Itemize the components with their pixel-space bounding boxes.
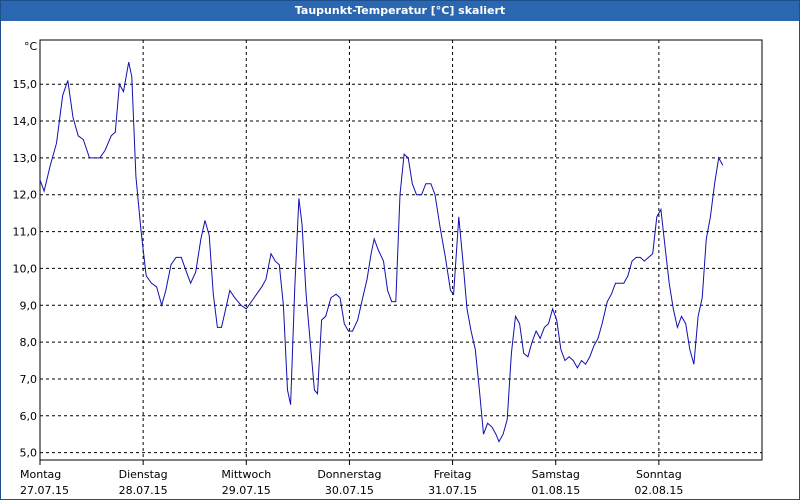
x-tick-date-label: 28.07.15 — [119, 484, 168, 497]
x-tick-day-label: Mittwoch — [221, 468, 271, 481]
plot-area — [39, 39, 763, 461]
y-axis-ticks: 5,0 6,0 7,0 8,0 9,0 10,0 11,0 12,0 13,0 14,0 15,0 — [13, 78, 38, 459]
y-axis-unit-label: °C — [24, 40, 38, 53]
x-tick-day-label: Montag — [20, 468, 61, 481]
x-axis-ticks: Montag 27.07.15 Dienstag 28.07.15 Mittwoch 29… — [20, 460, 683, 497]
y-tick-label: 8,0 — [20, 336, 38, 349]
x-tick-day-label: Samstag — [532, 468, 580, 481]
y-tick-label: 12,0 — [13, 189, 38, 202]
y-tick-label: 11,0 — [13, 226, 38, 239]
x-tick-day-label: Freitag — [434, 468, 472, 481]
grid-lines — [40, 40, 762, 460]
x-tick-day-label: Dienstag — [119, 468, 168, 481]
dewpoint-series-line — [39, 61, 724, 443]
y-tick-label: 5,0 — [20, 447, 38, 460]
y-tick-label: 10,0 — [13, 262, 38, 275]
x-tick-date-label: 30.07.15 — [325, 484, 374, 497]
y-tick-label: 14,0 — [13, 115, 38, 128]
x-tick-day-label: Sonntag — [636, 468, 682, 481]
x-tick-date-label: 02.08.15 — [634, 484, 683, 497]
x-tick-day-label: Donnerstag — [317, 468, 381, 481]
x-tick-date-label: 01.08.15 — [531, 484, 580, 497]
y-tick-label: 7,0 — [20, 373, 38, 386]
x-tick-date-label: 29.07.15 — [222, 484, 271, 497]
chart-title: Taupunkt-Temperatur [°C] skaliert — [1, 1, 799, 21]
x-tick-date-label: 27.07.15 — [20, 484, 69, 497]
y-tick-label: 13,0 — [13, 152, 38, 165]
y-tick-label: 6,0 — [20, 410, 38, 423]
x-tick-date-label: 31.07.15 — [428, 484, 477, 497]
y-tick-label: 15,0 — [13, 78, 38, 91]
y-tick-label: 9,0 — [20, 299, 38, 312]
